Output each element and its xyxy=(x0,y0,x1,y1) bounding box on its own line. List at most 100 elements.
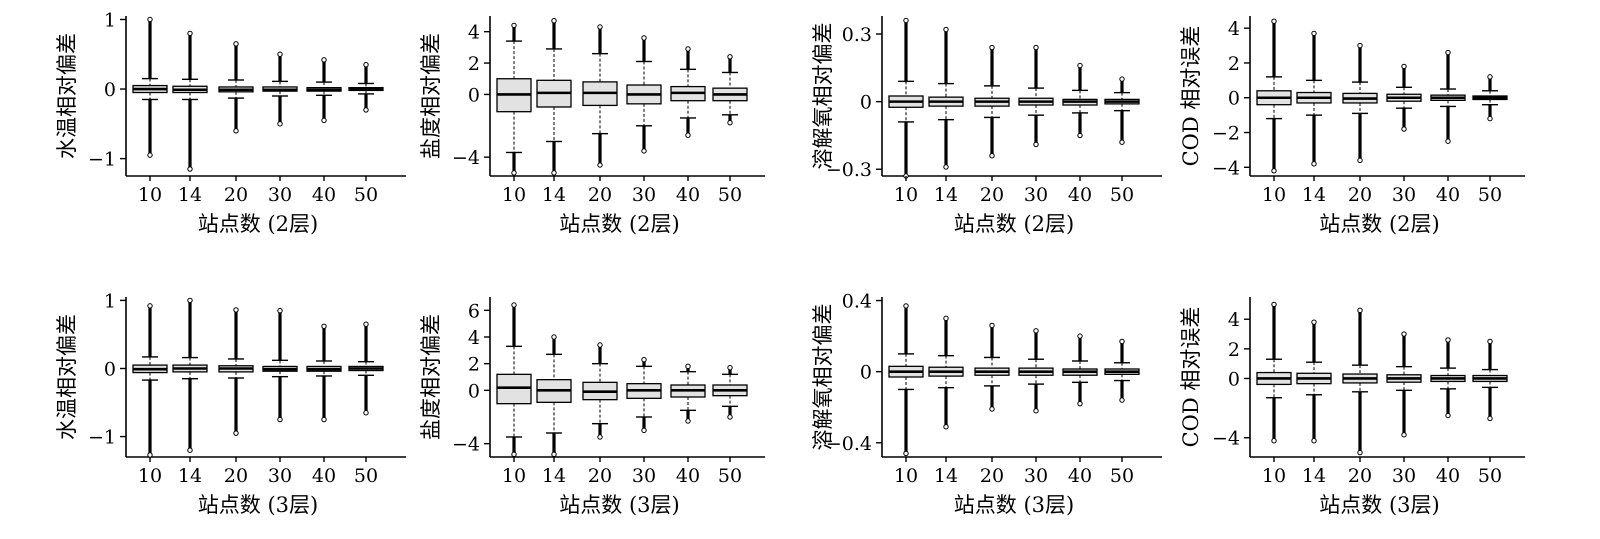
box-30 xyxy=(1386,331,1422,438)
box-50 xyxy=(348,321,384,416)
outlier-max-point xyxy=(551,18,557,24)
outlier-min-point xyxy=(1357,157,1363,164)
x-tick-label: 50 xyxy=(718,465,742,487)
outlier-max-point xyxy=(321,323,327,329)
y-tick-label: −0.4 xyxy=(826,433,872,455)
x-tick-label: 30 xyxy=(268,465,292,487)
y-axis-label: COD 相对误差 xyxy=(1179,307,1203,448)
outlier-min-point xyxy=(321,117,327,124)
y-tick-label: −0.3 xyxy=(826,159,872,181)
outlier-min-point xyxy=(1033,408,1039,414)
outlier-max-point xyxy=(1033,328,1039,334)
box-10 xyxy=(888,303,924,457)
y-tick-label: 0 xyxy=(860,92,872,114)
outlier-min-point xyxy=(1077,400,1083,407)
outlier-max-point xyxy=(147,16,153,23)
y-tick-label: −1 xyxy=(88,149,116,171)
box-40 xyxy=(670,363,706,424)
outlier-max-point xyxy=(1271,18,1277,24)
outlier-max-point xyxy=(641,35,647,41)
box-10 xyxy=(1256,301,1292,444)
outlier-max-point xyxy=(363,321,369,327)
x-tick-label: 10 xyxy=(894,465,918,487)
box-40 xyxy=(1430,337,1466,419)
outlier-max-point xyxy=(187,30,193,37)
x-tick-label: 50 xyxy=(1478,465,1502,487)
box-14 xyxy=(928,315,964,430)
x-tick-label: 14 xyxy=(542,184,566,206)
outlier-max-point xyxy=(641,356,647,363)
outlier-min-point xyxy=(685,132,691,138)
outlier-max-point xyxy=(1119,338,1125,345)
outlier-max-point xyxy=(685,363,691,370)
box-14 xyxy=(1296,319,1332,444)
y-axis-label: 水温相对偏差 xyxy=(55,314,79,440)
x-axis-label: 站点数 (2层) xyxy=(198,212,318,236)
x-axis-label: 站点数 (3层) xyxy=(198,493,318,517)
outlier-min-point xyxy=(1445,138,1451,144)
x-tick-label: 14 xyxy=(1302,184,1326,206)
x-tick-label: 20 xyxy=(980,184,1004,206)
outlier-min-point xyxy=(1271,168,1277,174)
y-tick-label: 0 xyxy=(104,79,116,101)
outlier-min-point xyxy=(1401,126,1407,132)
outlier-max-point xyxy=(1119,76,1125,82)
y-tick-label: 0 xyxy=(1228,368,1240,390)
y-tick-label: −4 xyxy=(1212,157,1240,179)
x-tick-label: 40 xyxy=(1068,184,1092,206)
outlier-max-point xyxy=(989,44,995,51)
outlier-max-point xyxy=(903,303,909,309)
outlier-min-point xyxy=(233,430,239,436)
y-tick-label: −4 xyxy=(452,434,480,456)
outlier-max-point xyxy=(1271,301,1277,308)
outlier-min-point xyxy=(1077,132,1083,139)
box-10 xyxy=(132,303,168,458)
x-tick-label: 14 xyxy=(542,465,566,487)
box-20 xyxy=(582,24,618,168)
box-50 xyxy=(348,61,384,113)
outlier-min-point xyxy=(187,166,193,172)
y-tick-label: 0 xyxy=(860,362,872,384)
x-tick-label: 20 xyxy=(1348,184,1372,206)
y-tick-label: −4 xyxy=(452,147,480,169)
x-tick-label: 20 xyxy=(224,465,248,487)
y-tick-label: 1 xyxy=(104,9,116,31)
outlier-max-point xyxy=(511,302,517,308)
box-30 xyxy=(1018,328,1054,414)
outlier-max-point xyxy=(277,307,283,314)
outlier-min-point xyxy=(597,434,603,440)
outlier-min-point xyxy=(641,427,647,434)
x-tick-label: 50 xyxy=(1110,184,1134,206)
outlier-min-point xyxy=(1487,415,1493,422)
outlier-max-point xyxy=(1401,331,1407,337)
x-axis-label: 站点数 (2层) xyxy=(954,212,1074,236)
box-40 xyxy=(306,323,342,423)
outlier-max-point xyxy=(1311,30,1317,37)
box-30 xyxy=(1018,44,1054,148)
box-10 xyxy=(496,302,532,458)
outlier-min-point xyxy=(321,416,327,423)
x-tick-label: 40 xyxy=(312,184,336,206)
outlier-max-point xyxy=(1311,319,1317,325)
box-20 xyxy=(582,342,618,440)
box-iqr xyxy=(496,373,532,405)
box-14 xyxy=(928,26,964,170)
outlier-max-point xyxy=(1357,42,1363,49)
x-tick-label: 14 xyxy=(934,184,958,206)
x-tick-label: 20 xyxy=(588,184,612,206)
outlier-max-point xyxy=(1445,337,1451,343)
x-axis-label: 站点数 (3层) xyxy=(559,493,679,517)
outlier-min-point xyxy=(1445,412,1451,419)
x-tick-label: 14 xyxy=(178,465,202,487)
y-tick-label: 4 xyxy=(468,327,480,349)
y-tick-label: 4 xyxy=(1228,18,1240,40)
outlier-min-point xyxy=(727,119,733,126)
outlier-max-point xyxy=(943,26,949,33)
y-tick-label: −4 xyxy=(1212,428,1240,450)
x-tick-label: 10 xyxy=(502,465,526,487)
